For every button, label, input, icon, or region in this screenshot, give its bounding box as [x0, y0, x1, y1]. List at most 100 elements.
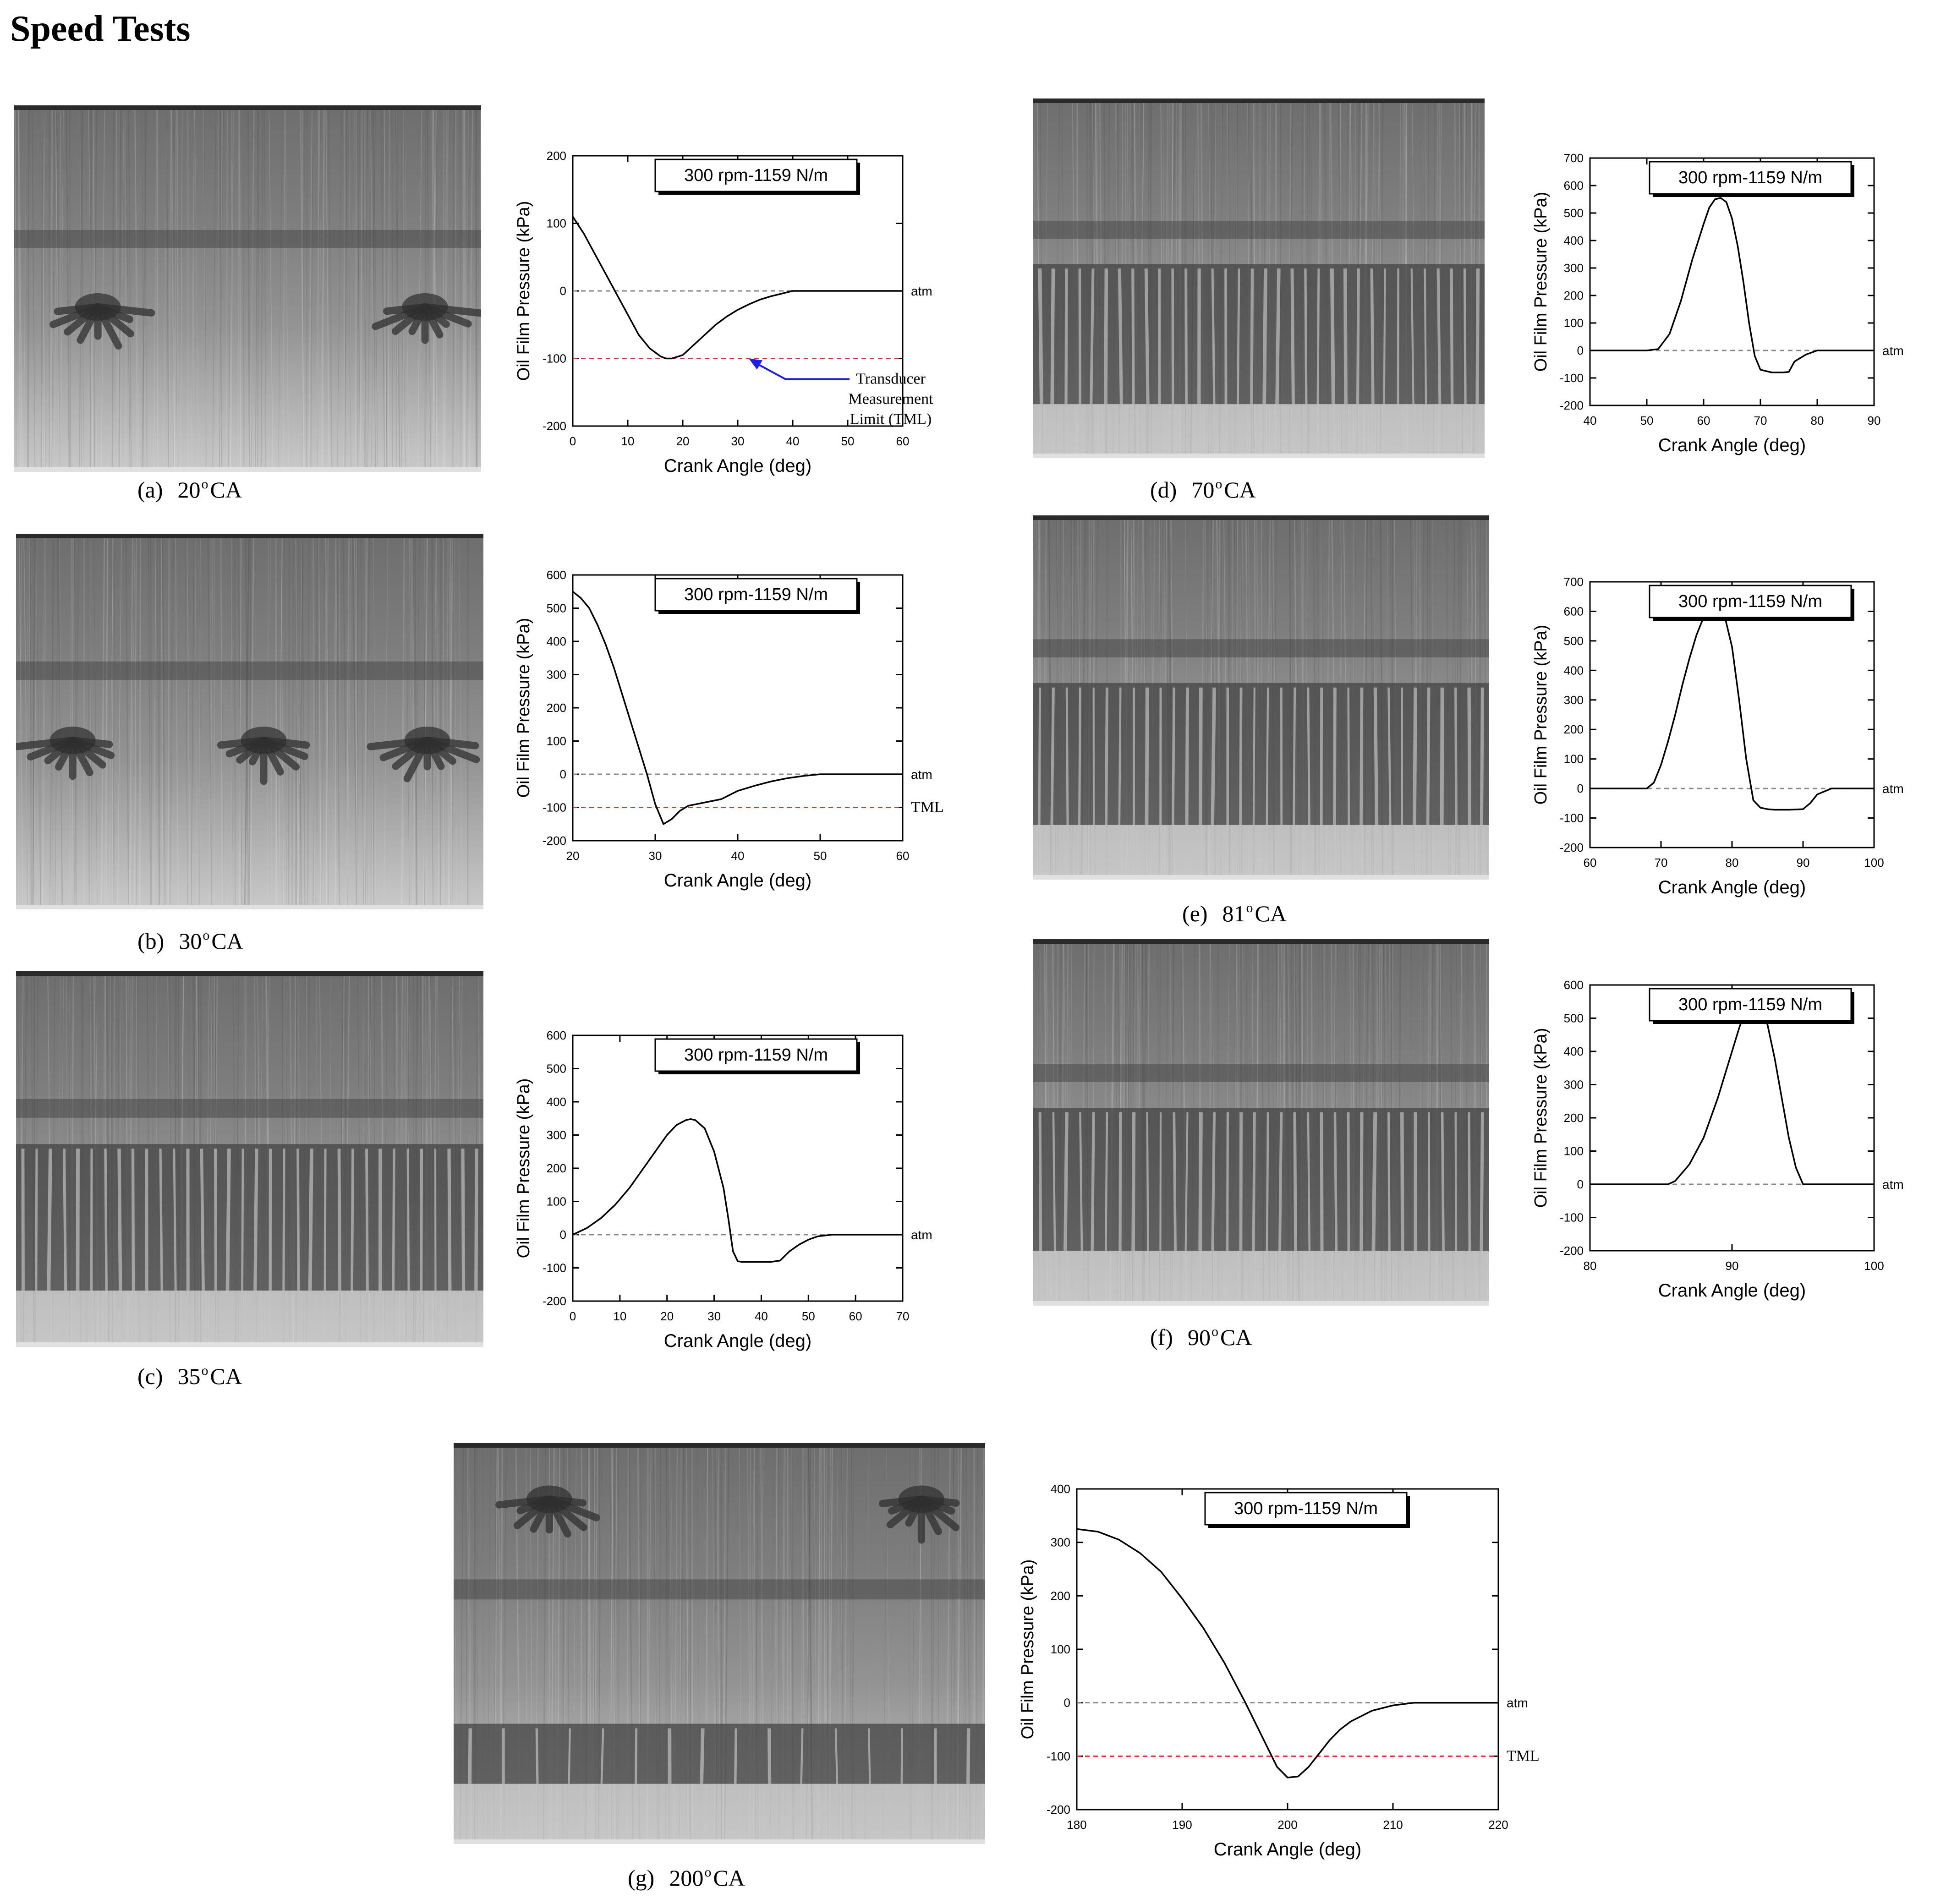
texture-streak	[280, 534, 284, 909]
y-tick-label: 100	[1051, 1642, 1070, 1656]
y-tick-label: 200	[547, 1161, 566, 1175]
texture-streak	[371, 105, 376, 472]
oil-film-finger	[1266, 687, 1269, 825]
oil-film-finger	[225, 1149, 231, 1291]
texture-streak	[444, 105, 447, 472]
texture-streak	[113, 534, 115, 909]
texture-streak	[237, 534, 243, 909]
oil-film-finger	[834, 1728, 839, 1784]
texture-streak	[74, 534, 77, 909]
texture-streak	[264, 105, 266, 472]
x-tick-label: 220	[1488, 1818, 1508, 1832]
texture-streak	[176, 105, 178, 472]
top-edge	[16, 534, 483, 538]
oil-film-finger	[1441, 1112, 1445, 1251]
texture-streak	[42, 105, 45, 472]
pressure-curve	[1590, 197, 1874, 373]
texture-streak	[124, 105, 127, 472]
caption-b: (b) 30oCA	[137, 928, 243, 954]
texture-streak	[150, 534, 152, 909]
y-axis-label: Oil Film Pressure (kPa)	[514, 201, 533, 381]
y-tick-label: 200	[1564, 722, 1584, 736]
y-tick-label: 600	[547, 568, 566, 582]
oil-film-finger	[1146, 1112, 1149, 1251]
oil-film-finger	[1371, 1112, 1377, 1251]
oil-film-finger	[1118, 1112, 1122, 1251]
texture-streak	[255, 105, 258, 472]
top-edge	[1033, 98, 1485, 103]
oil-film-finger	[1383, 268, 1386, 405]
chart-c-svg: 0 10 20 30 40 50 60 70 -200 -100 0 100 200 300 400 500 6…	[514, 1029, 932, 1351]
texture-streak	[111, 105, 115, 472]
texture-streak	[423, 534, 428, 909]
atm-label: atm	[1882, 344, 1904, 358]
oil-film-finger	[1480, 1112, 1484, 1251]
texture-streak	[417, 105, 422, 472]
texture-streak	[23, 534, 29, 909]
texture-streak	[325, 534, 330, 909]
texture-streak	[230, 105, 232, 472]
texture-streak	[480, 105, 481, 383]
texture-streak	[220, 534, 225, 909]
texture-streak	[410, 534, 416, 909]
texture-streak	[294, 534, 297, 909]
cavitation-fern-core	[241, 727, 287, 754]
texture-streak	[284, 534, 287, 909]
x-tick-label: 60	[849, 1309, 862, 1323]
texture-streak	[354, 534, 358, 909]
oil-film-finger	[1426, 687, 1431, 825]
oil-film-finger	[1424, 268, 1427, 405]
texture-streak	[160, 534, 164, 909]
texture-streak	[88, 105, 93, 472]
texture-streak	[217, 105, 219, 472]
texture-streak	[129, 534, 133, 909]
oil-film-finger	[966, 1728, 970, 1784]
oil-film-finger	[1359, 1112, 1364, 1251]
texture-streak	[269, 105, 274, 472]
oil-film-finger	[1173, 1112, 1177, 1251]
texture-streak	[59, 534, 62, 909]
y-tick-label: 0	[560, 1228, 566, 1242]
cavitation-zone	[1033, 264, 1485, 405]
x-tick-label: 60	[896, 849, 910, 863]
texture-streak	[424, 105, 427, 472]
x-tick-label: 50	[814, 849, 827, 863]
texture-streak	[455, 105, 457, 472]
oil-film-finger	[392, 1149, 395, 1291]
texture-streak	[55, 534, 59, 909]
oil-film-finger	[1293, 1112, 1297, 1251]
y-tick-label: 100	[547, 1195, 566, 1209]
y-tick-label: 500	[1564, 206, 1584, 220]
oil-film-finger	[1091, 1112, 1095, 1251]
oil-film-finger	[767, 1728, 772, 1784]
x-tick-label: 100	[1864, 856, 1884, 870]
texture-streak	[439, 534, 442, 909]
wetted-region	[1033, 1251, 1489, 1301]
x-tick-label: 30	[731, 434, 745, 448]
texture-streak	[27, 105, 30, 472]
texture-streak	[342, 534, 348, 909]
x-tick-label: 40	[786, 434, 800, 448]
y-tick-label: 0	[1577, 1177, 1584, 1191]
texture-streak	[32, 534, 36, 909]
cavitation-fern-core	[402, 293, 448, 321]
x-axis-label: Crank Angle (deg)	[664, 456, 811, 476]
texture-streak	[79, 105, 82, 472]
y-tick-label: 300	[547, 668, 566, 682]
x-tick-label: 10	[613, 1309, 626, 1323]
x-tick-label: 60	[1584, 856, 1597, 870]
texture-streak	[51, 105, 55, 472]
y-tick-label: 100	[1564, 316, 1584, 330]
texture-streak	[249, 534, 254, 909]
texture-streak	[312, 534, 316, 909]
y-tick-label: 600	[547, 1029, 566, 1042]
x-tick-label: 40	[755, 1309, 768, 1323]
y-tick-label: 400	[547, 1095, 566, 1109]
texture-streak	[55, 105, 60, 472]
tml-arrowhead	[749, 358, 762, 370]
y-tick-label: 700	[1564, 151, 1584, 165]
texture-streak	[203, 105, 207, 472]
texture-streak	[136, 534, 140, 909]
texture-streak	[49, 534, 55, 909]
texture-streak	[165, 105, 170, 472]
